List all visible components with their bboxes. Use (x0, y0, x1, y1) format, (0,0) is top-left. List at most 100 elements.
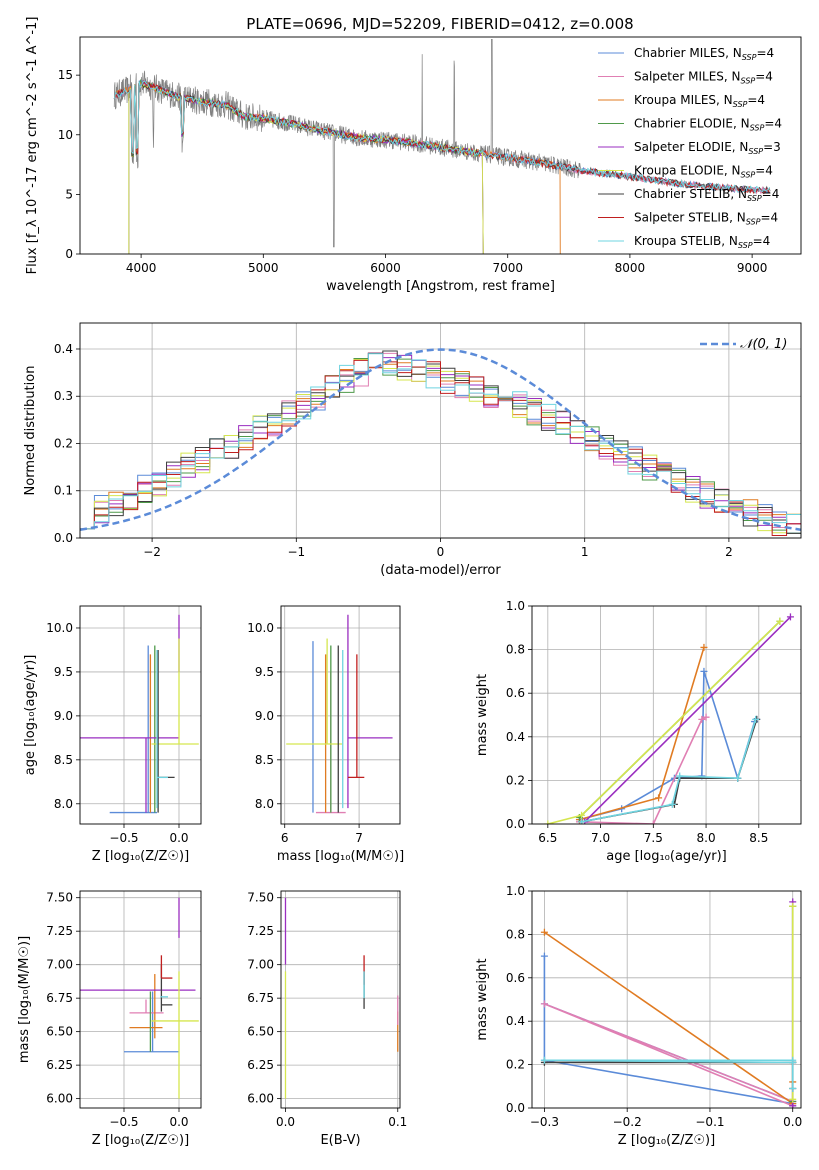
errorbar (160, 964, 173, 1012)
plot-area (80, 348, 801, 536)
x-tick-label: 4000 (126, 261, 157, 275)
data-point (734, 774, 742, 782)
legend-label: Chabrier MILES, NSSP=4 (634, 46, 774, 62)
y-tick-label: 0.6 (506, 971, 525, 985)
legend-label-suffix: =4 (764, 117, 782, 131)
y-axis-label: age [log₁₀(age/yr)] (23, 655, 38, 776)
data-point (676, 772, 684, 780)
y-tick-label: 0.8 (506, 927, 525, 941)
x-tick-label: 9000 (737, 261, 768, 275)
y-tick-label: 8.0 (255, 797, 274, 811)
x-tick-label: 5000 (248, 261, 279, 275)
data-point (700, 667, 708, 675)
legend-label-main: Salpeter STELIB, N (634, 211, 746, 225)
data-point (540, 1000, 548, 1008)
x-tick-label: 8.0 (697, 831, 716, 845)
legend-label-main: Chabrier ELODIE, N (634, 117, 750, 131)
x-tick-label: 8.5 (749, 831, 768, 845)
x-tick-label: 0.0 (169, 1115, 188, 1129)
x-tick-label: −2 (143, 545, 161, 559)
legend-label-main: Chabrier STELIB, N (634, 187, 747, 201)
errorbar (156, 649, 168, 809)
y-tick-label: 0.2 (506, 1058, 525, 1072)
y-tick-label: 7.25 (247, 924, 274, 938)
x-tick-label: 7000 (492, 261, 523, 275)
y-tick-label: 9.5 (54, 665, 73, 679)
legend-label-sub: SSP (741, 77, 756, 86)
axes-frame (79, 890, 202, 1109)
errorbar (151, 971, 199, 1099)
series-line (579, 671, 758, 821)
data-point (578, 811, 586, 819)
legend-label-suffix: =4 (747, 93, 765, 107)
x-tick-label: 0 (437, 545, 445, 559)
legend-label-sub: SSP (738, 241, 753, 250)
errorbar (109, 645, 157, 814)
y-axis-label: mass weight (475, 674, 490, 756)
x-axis-label: age [log₁₀(age/yr)] (606, 849, 727, 864)
y-tick-label: 0.0 (54, 531, 73, 545)
y-tick-label: 7.25 (46, 924, 73, 938)
y-tick-label: 6.25 (247, 1058, 274, 1072)
x-tick-label: 8000 (615, 261, 646, 275)
x-tick-label: 7.5 (644, 831, 663, 845)
x-tick-label: 7 (355, 831, 363, 845)
legend-label-suffix: =4 (760, 211, 778, 225)
x-axis-label: Z [log₁₀(Z/Z☉)] (618, 1133, 715, 1148)
y-axis-label: Flux [f_λ 10^-17 erg cm^-2 s^-1 A^-1] (25, 17, 40, 275)
x-tick-label: −1 (287, 545, 305, 559)
y-tick-label: 8.5 (54, 753, 73, 767)
y-tick-label: 6.25 (46, 1058, 73, 1072)
data-point (540, 928, 548, 936)
y-tick-label: 8.5 (255, 753, 274, 767)
legend-label-main: Kroupa STELIB, N (634, 234, 738, 248)
plot-area (540, 898, 797, 1108)
x-axis-label: (data-model)/error (380, 563, 501, 578)
data-point (789, 1084, 797, 1092)
y-tick-label: 15 (58, 68, 73, 82)
y-tick-label: 7.50 (247, 891, 274, 905)
plot-area (113, 39, 771, 254)
axes-frame (79, 322, 802, 539)
model-line (113, 80, 771, 195)
y-tick-label: 1.0 (506, 599, 525, 613)
x-tick-label: 6 (281, 831, 289, 845)
legend-label: Chabrier STELIB, NSSP=4 (634, 187, 779, 203)
axes-frame (79, 36, 802, 255)
y-tick-label: 10.0 (46, 621, 73, 635)
y-tick-label: 5 (65, 187, 73, 201)
y-tick-label: 6.50 (247, 1025, 274, 1039)
series-line (581, 719, 757, 823)
axes-frame (531, 890, 802, 1109)
y-axis-label: mass weight (475, 958, 490, 1040)
y-tick-label: 9.0 (54, 709, 73, 723)
series-line (547, 620, 781, 824)
plot-area (284, 897, 399, 1099)
legend-label-sub: SSP (746, 218, 761, 227)
data-point (578, 818, 586, 824)
axes-frame (280, 890, 401, 1109)
x-tick-label: 6.5 (538, 831, 557, 845)
series-line (544, 1003, 794, 1107)
legend: 𝒩(0, 1) (700, 337, 787, 352)
y-tick-label: 8.0 (54, 797, 73, 811)
x-tick-label: 7.0 (591, 831, 610, 845)
y-axis-label: Normed distribution (23, 366, 38, 496)
data-point (544, 820, 552, 824)
series-line (544, 1059, 794, 1089)
data-point (698, 715, 706, 723)
data-point (540, 952, 548, 960)
y-tick-label: 6.50 (46, 1025, 73, 1039)
y-tick-label: 6.75 (46, 991, 73, 1005)
legend-label: Salpeter ELODIE, NSSP=3 (634, 140, 781, 156)
y-tick-label: 0.0 (506, 817, 525, 831)
legend-label-suffix: =4 (756, 46, 774, 60)
legend-label: Salpeter STELIB, NSSP=4 (634, 211, 778, 227)
panel-mass-vs-Z: −0.5 0.0 6.00 6.25 6.50 6.75 7.00 7.25 7.50 Z [lo… (17, 890, 202, 1148)
y-tick-label: 0.4 (506, 730, 525, 744)
errorbar (129, 999, 164, 1014)
x-tick-label: 6000 (370, 261, 401, 275)
x-tick-label: −0.1 (695, 1115, 724, 1129)
data-point (776, 617, 784, 625)
errorbar (347, 614, 393, 809)
